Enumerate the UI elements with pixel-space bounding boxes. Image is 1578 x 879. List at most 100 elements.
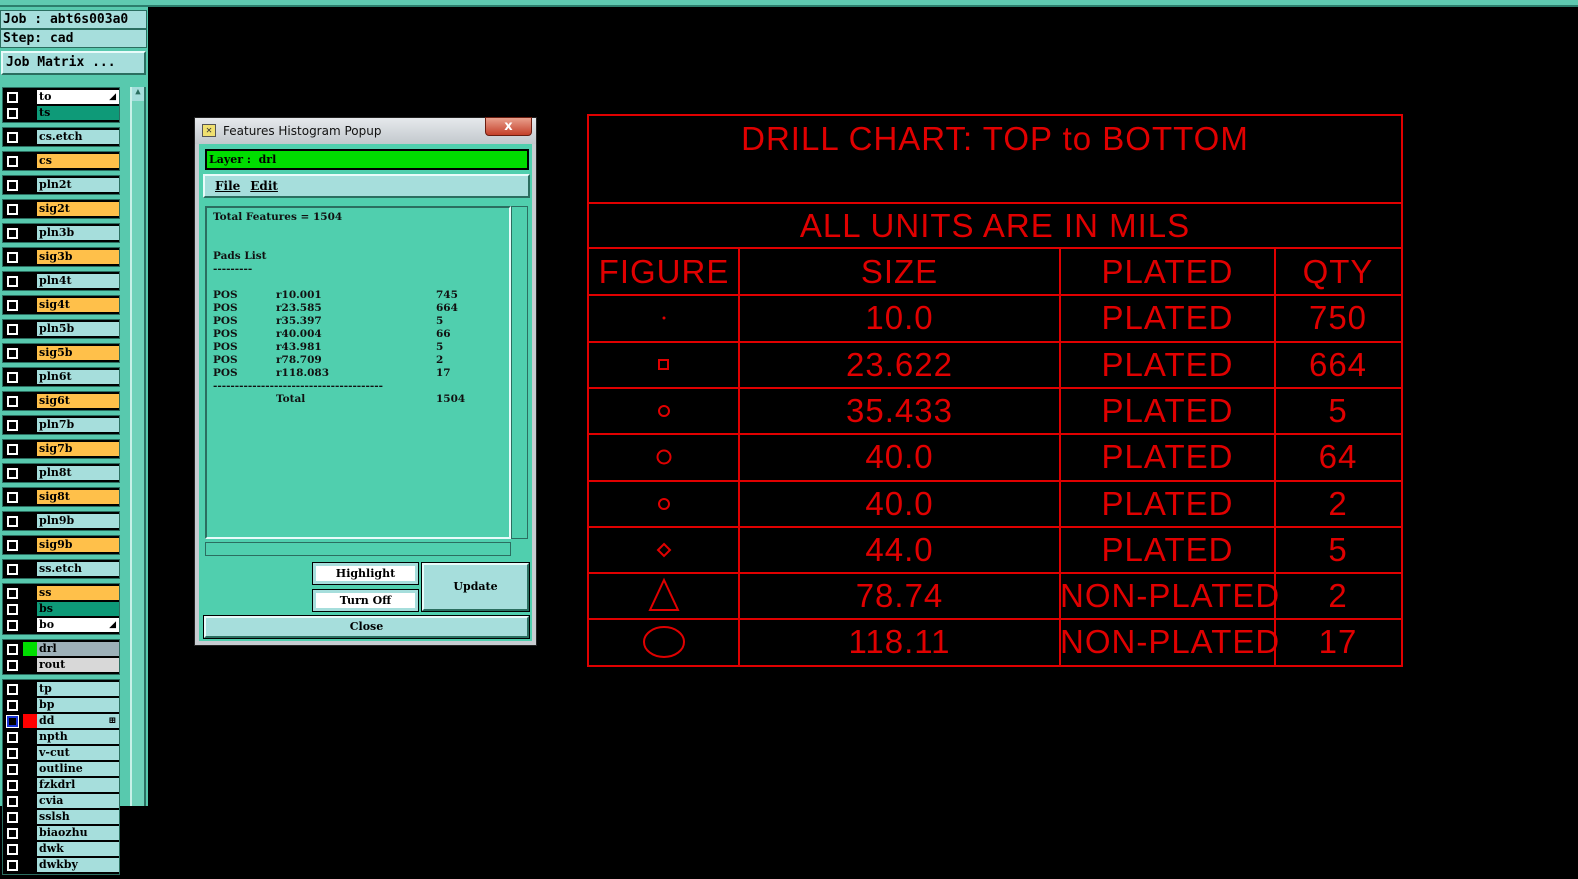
layer-row-fzkdrl[interactable]: fzkdrl [3, 777, 119, 793]
layer-name[interactable]: cs [37, 154, 119, 168]
layer-checkbox[interactable] [7, 659, 18, 671]
layer-checkbox[interactable] [7, 699, 18, 711]
layer-checkbox[interactable] [7, 827, 18, 839]
layer-checkbox[interactable] [7, 859, 18, 871]
layer-name[interactable]: cs.etch [37, 130, 119, 144]
layer-checkbox[interactable] [7, 155, 18, 167]
layer-row-sslsh[interactable]: sslsh [3, 809, 119, 825]
layer-row-dd[interactable]: dd ⊞ [3, 713, 119, 729]
layer-checkbox[interactable] [7, 419, 18, 431]
layer-name[interactable]: tp [37, 682, 119, 696]
job-matrix-button[interactable]: Job Matrix ... [1, 51, 146, 75]
layer-row-pln3b[interactable]: pln3b [3, 225, 119, 241]
layer-checkbox[interactable] [7, 683, 18, 695]
layer-name[interactable]: bs [37, 602, 119, 616]
layer-row-sig7b[interactable]: sig7b [3, 441, 119, 457]
layer-row-sig8t[interactable]: sig8t [3, 489, 119, 505]
layer-name[interactable]: to ◢ [37, 90, 119, 104]
layer-name[interactable]: pln6t [37, 370, 119, 384]
layer-row-sig3b[interactable]: sig3b [3, 249, 119, 265]
layer-row-pln9b[interactable]: pln9b [3, 513, 119, 529]
close-button[interactable]: Close [203, 615, 530, 639]
layer-checkbox[interactable] [7, 203, 18, 215]
layer-row-dwk[interactable]: dwk [3, 841, 119, 857]
layer-name[interactable]: v-cut [37, 746, 119, 760]
layer-row-ss[interactable]: ss [3, 585, 119, 601]
layer-row-pln4t[interactable]: pln4t [3, 273, 119, 289]
layer-name[interactable]: ts [37, 106, 119, 120]
layer-name[interactable]: sig7b [37, 442, 119, 456]
layer-name[interactable]: sig6t [37, 394, 119, 408]
layer-checkbox[interactable] [7, 491, 18, 503]
layer-checkbox[interactable] [7, 563, 18, 575]
menu-file[interactable]: File [215, 179, 241, 193]
layer-row-sig6t[interactable]: sig6t [3, 393, 119, 409]
layer-name[interactable]: sig5b [37, 346, 119, 360]
layer-list-scrollbar[interactable]: ▲ [130, 87, 146, 806]
highlight-button[interactable]: Highlight [312, 562, 419, 585]
layer-row-sig4t[interactable]: sig4t [3, 297, 119, 313]
layer-row-pln6t[interactable]: pln6t [3, 369, 119, 385]
layer-row-cs.etch[interactable]: cs.etch [3, 129, 119, 145]
layer-checkbox[interactable] [7, 131, 18, 143]
layer-name[interactable]: bp [37, 698, 119, 712]
layer-name[interactable]: drl [37, 642, 119, 656]
layer-name[interactable]: pln2t [37, 178, 119, 192]
expand-icon[interactable]: ⊞ [108, 716, 116, 726]
layer-checkbox[interactable] [7, 811, 18, 823]
layer-name[interactable]: bo ◢ [37, 618, 119, 632]
layer-name[interactable]: ss [37, 586, 119, 600]
layer-checkbox[interactable] [7, 275, 18, 287]
layer-name[interactable]: sslsh [37, 810, 119, 824]
layer-row-pln5b[interactable]: pln5b [3, 321, 119, 337]
layer-checkbox[interactable] [7, 539, 18, 551]
layer-row-tp[interactable]: tp [3, 681, 119, 697]
close-window-button[interactable]: x [485, 117, 532, 136]
update-button[interactable]: Update [421, 562, 530, 612]
layer-checkbox[interactable] [7, 619, 18, 631]
layer-name[interactable]: outline [37, 762, 119, 776]
layer-name[interactable]: rout [37, 658, 119, 672]
layer-checkbox[interactable] [7, 323, 18, 335]
layer-row-sig9b[interactable]: sig9b [3, 537, 119, 553]
layer-checkbox[interactable] [7, 747, 18, 759]
layer-checkbox[interactable] [7, 371, 18, 383]
layer-row-bp[interactable]: bp [3, 697, 119, 713]
layer-checkbox[interactable] [7, 763, 18, 775]
layer-row-v-cut[interactable]: v-cut [3, 745, 119, 761]
layer-checkbox[interactable] [7, 347, 18, 359]
layer-checkbox[interactable] [7, 779, 18, 791]
layer-checkbox[interactable] [7, 843, 18, 855]
layer-row-rout[interactable]: rout [3, 657, 119, 673]
layer-checkbox[interactable] [7, 443, 18, 455]
layer-name[interactable]: pln5b [37, 322, 119, 336]
layer-checkbox[interactable] [7, 795, 18, 807]
layer-row-drl[interactable]: drl [3, 641, 119, 657]
layer-name[interactable]: pln4t [37, 274, 119, 288]
layer-name[interactable]: dd ⊞ [37, 714, 119, 728]
layer-checkbox[interactable] [7, 179, 18, 191]
layer-name[interactable]: sig4t [37, 298, 119, 312]
menu-edit[interactable]: Edit [250, 179, 278, 193]
layer-checkbox[interactable] [6, 714, 19, 728]
layer-row-dwkby[interactable]: dwkby [3, 857, 119, 873]
layer-checkbox[interactable] [7, 731, 18, 743]
text-vertical-scrollbar[interactable] [511, 206, 528, 539]
layer-name[interactable]: dwkby [37, 858, 119, 872]
layer-checkbox[interactable] [7, 587, 18, 599]
layer-row-sig2t[interactable]: sig2t [3, 201, 119, 217]
layer-name[interactable]: ss.etch [37, 562, 119, 576]
layer-row-cs[interactable]: cs [3, 153, 119, 169]
layer-row-to[interactable]: to ◢ [3, 89, 119, 105]
layer-name[interactable]: sig8t [37, 490, 119, 504]
layer-row-npth[interactable]: npth [3, 729, 119, 745]
layer-name[interactable]: pln7b [37, 418, 119, 432]
layer-row-pln7b[interactable]: pln7b [3, 417, 119, 433]
layer-row-bs[interactable]: bs [3, 601, 119, 617]
layer-row-ts[interactable]: ts [3, 105, 119, 121]
layer-checkbox[interactable] [7, 299, 18, 311]
layer-checkbox[interactable] [7, 603, 18, 615]
layer-checkbox[interactable] [7, 643, 18, 655]
histogram-text[interactable]: Total Features = 1504 Pads List --------- P… [205, 206, 511, 539]
layer-name[interactable]: sig2t [37, 202, 119, 216]
